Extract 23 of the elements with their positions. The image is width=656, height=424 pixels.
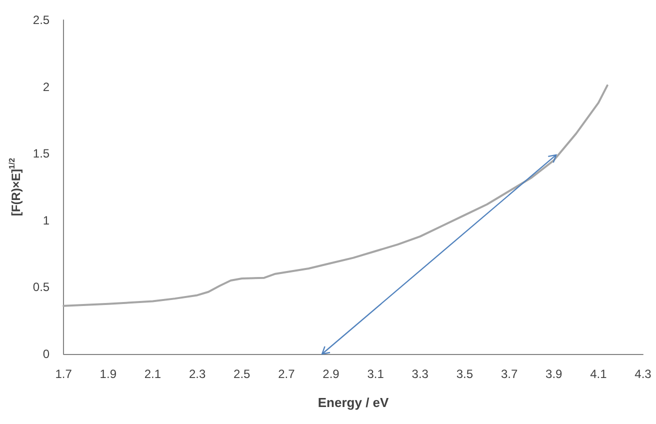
x-tick-label: 3.3 [412,367,429,381]
x-tick-label: 2.5 [234,367,251,381]
y-tick-label: 0 [42,347,50,361]
x-tick-label: 3.5 [456,367,474,381]
x-tick-label: 3.7 [500,367,518,381]
x-tick-label: 4.3 [634,367,652,381]
x-tick-label: 4.1 [590,367,608,381]
x-tick-label: 1.7 [55,367,72,381]
x-axis-title: Energy / eV [318,395,390,410]
y-axis-title: [F(R)×E]1/2 [8,157,23,216]
x-tick-label: 2.7 [278,367,296,381]
x-tick-label: 3.9 [546,367,563,381]
y-tick-label: 1.5 [32,146,50,161]
y-tick-label: 2.5 [32,13,50,27]
x-tick-label: 3.1 [367,367,384,381]
x-tick-label: 1.9 [100,367,117,381]
line-series [62,84,608,307]
x-tick-label: 2.9 [322,367,340,381]
x-tick-label: 2.3 [188,367,206,381]
y-tick-label: 2 [42,80,50,94]
y-tick-label: 1 [42,213,50,228]
x-tick-label: 2.1 [144,367,162,381]
y-tick-label: 0.5 [32,280,50,294]
